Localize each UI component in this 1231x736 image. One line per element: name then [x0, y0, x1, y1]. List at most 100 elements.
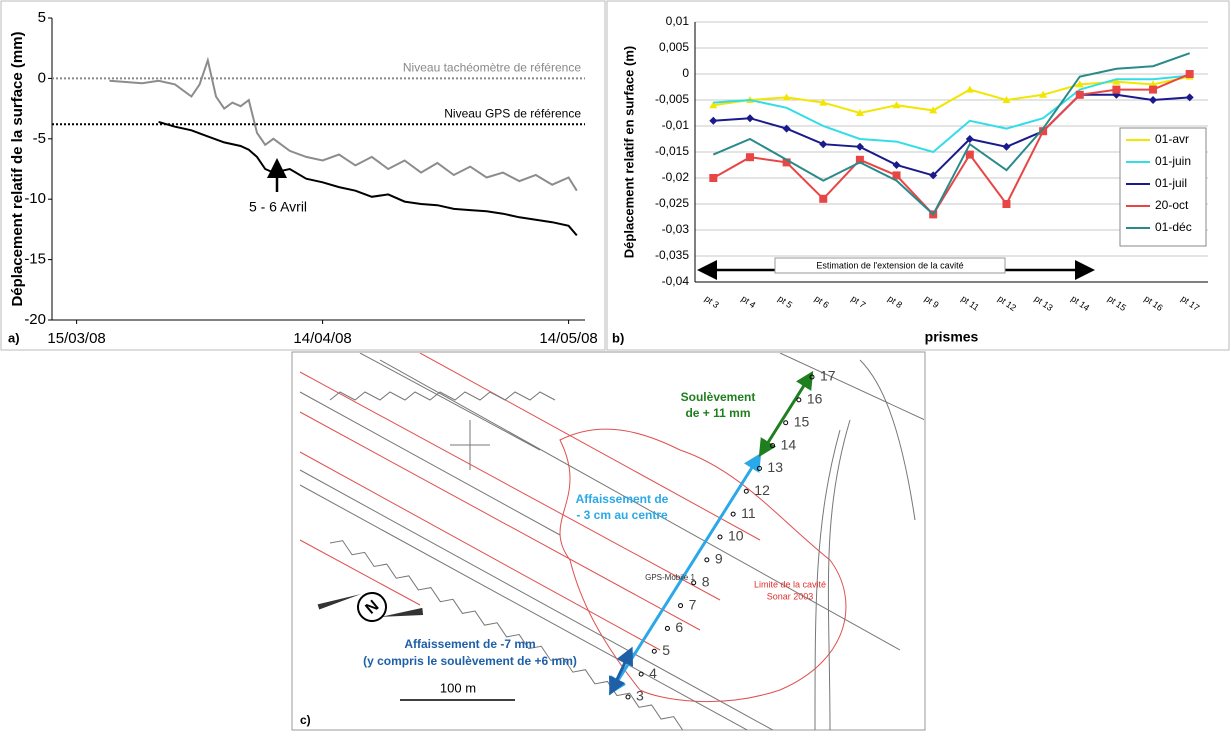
x-tick-label: pt 17: [1179, 293, 1201, 313]
marker: [1185, 70, 1194, 78]
x-tick-label: pt 11: [959, 293, 981, 312]
panel-b-frame: [606, 0, 1230, 351]
x-tick-label: 14/04/08: [293, 330, 351, 347]
marker: [1002, 142, 1011, 151]
legend-label: 01-juil: [1155, 176, 1187, 190]
south-arrow: [609, 646, 633, 696]
x-tick-label: pt 5: [776, 293, 794, 310]
series-line: [109, 56, 578, 192]
prism-marker: [678, 603, 684, 609]
prism-marker: [625, 694, 631, 700]
center-label: Affaissement de: [576, 492, 669, 506]
prism-label: 16: [807, 391, 823, 407]
y-tick-label: 0: [682, 66, 689, 80]
panel-label: a): [8, 330, 20, 345]
uplift-arrow: [758, 370, 814, 458]
prism-marker: [691, 580, 697, 586]
x-tick-label: pt 9: [923, 293, 941, 310]
south-label: (y compris le soulèvement de +6 mm): [363, 654, 577, 668]
reference-label: Niveau tachéomètre de référence: [403, 61, 581, 75]
y-tick-label: -5: [33, 130, 46, 147]
x-tick-label: 15/03/08: [47, 330, 105, 347]
marker: [1039, 127, 1048, 136]
marker: [782, 158, 791, 167]
legend-box: [1119, 127, 1207, 247]
marker: [1002, 96, 1011, 103]
prism-marker: [770, 443, 776, 449]
marker: [745, 153, 754, 162]
prism-label: 14: [781, 436, 797, 452]
marker: [965, 85, 974, 93]
marker: [709, 116, 718, 125]
cavity-label: Sonar 2003: [767, 591, 814, 601]
marker: [892, 101, 901, 109]
y-tick-label: 5: [38, 9, 46, 26]
x-tick-label: 14/05/08: [539, 330, 597, 347]
marker: [1112, 77, 1121, 85]
marker: [819, 98, 828, 106]
x-tick-label: pt 13: [1033, 293, 1055, 313]
annotation: 5 - 6 Avril: [249, 199, 307, 215]
marker: [782, 124, 791, 133]
prism-label: 10: [728, 528, 744, 544]
marker: [929, 106, 938, 114]
marker: [1112, 85, 1121, 94]
prism-label: 9: [715, 551, 723, 567]
north-arrow: N: [317, 592, 424, 622]
y-tick-label: -0,01: [662, 118, 690, 132]
y-tick-label: -0,015: [655, 144, 689, 158]
prism-marker: [756, 465, 762, 471]
y-tick-label: -0,025: [655, 196, 689, 210]
y-tick-label: -0,035: [655, 248, 689, 262]
y-tick-label: -0,03: [662, 222, 690, 236]
marker: [965, 150, 974, 159]
panel-a-frame: [0, 0, 606, 351]
marker: [819, 140, 828, 149]
prism-marker: [730, 511, 736, 517]
marker: [709, 101, 718, 109]
panel-label: c): [300, 713, 311, 727]
prism-label: 15: [794, 413, 810, 429]
prism-marker: [651, 648, 657, 654]
x-tick-label: pt 15: [1106, 293, 1128, 313]
prism-label: 4: [649, 665, 657, 681]
legend-label: 01-déc: [1155, 220, 1192, 234]
prism-label: 3: [636, 688, 644, 704]
y-axis-label: Déplacement relatif en surface (m): [621, 46, 636, 258]
marker: [892, 171, 901, 180]
annotation-box: [774, 257, 1006, 274]
marker: [819, 194, 828, 203]
y-tick-label: -15: [24, 251, 46, 268]
x-tick-label: pt 6: [813, 293, 831, 310]
prism-marker: [796, 397, 802, 403]
prism-marker: [783, 420, 789, 426]
marker: [1039, 90, 1048, 98]
marker: [1075, 80, 1084, 88]
marker: [855, 155, 864, 164]
marker: [929, 171, 938, 180]
center-arrow: [608, 452, 762, 696]
series-line: [713, 75, 1190, 115]
prism-marker: [717, 534, 723, 540]
prism-marker: [638, 671, 644, 677]
prism-label: 6: [675, 619, 683, 635]
x-tick-label: pt 4: [739, 293, 757, 310]
scale-label: 100 m: [440, 680, 476, 695]
x-tick-label: pt 14: [1069, 293, 1091, 313]
prism-marker: [743, 488, 749, 494]
x-tick-label: pt 12: [996, 293, 1018, 313]
prism-marker: [809, 374, 815, 380]
map-frame: [291, 351, 926, 731]
y-tick-label: 0,01: [666, 14, 690, 28]
marker: [709, 174, 718, 182]
x-tick-label: pt 16: [1143, 293, 1165, 313]
reference-label: Niveau GPS de référence: [444, 106, 581, 120]
panel-label: b): [612, 330, 624, 345]
marker: [745, 114, 754, 123]
marker: [782, 93, 791, 101]
prism-label: 12: [754, 482, 770, 498]
y-tick-label: 0,005: [659, 40, 689, 54]
prism-label: 5: [662, 642, 670, 658]
